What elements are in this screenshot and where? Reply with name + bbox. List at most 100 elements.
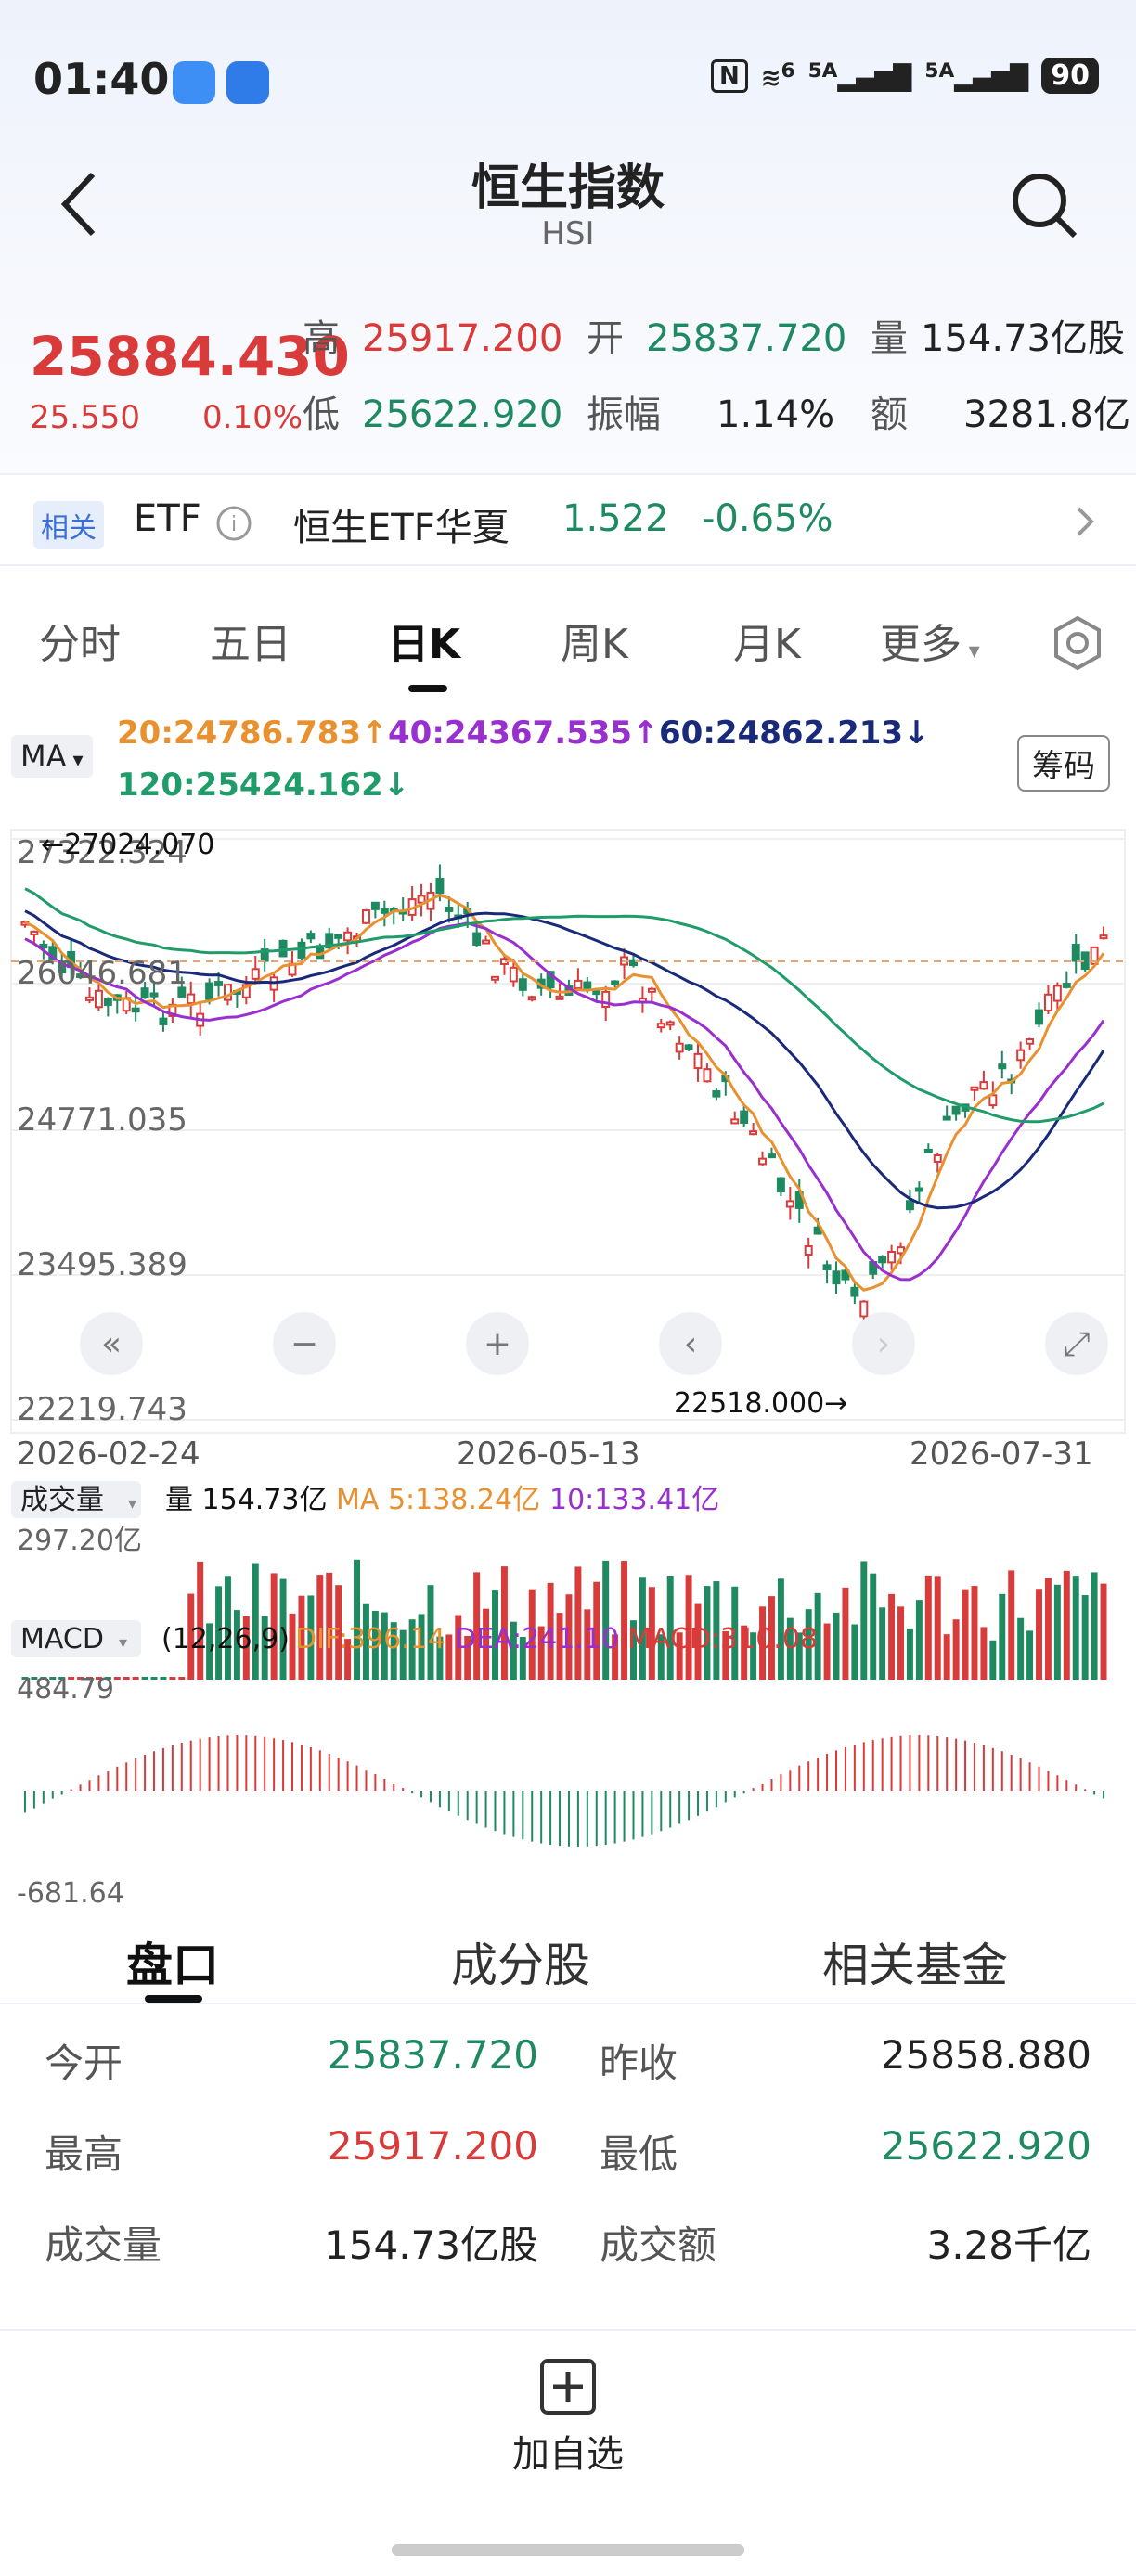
volume-bar	[888, 1593, 896, 1680]
candle	[1071, 944, 1080, 962]
volume-bar	[795, 1632, 803, 1680]
volume-bar	[510, 1621, 517, 1680]
scroll-right-icon[interactable]	[852, 1312, 915, 1375]
candle	[656, 1023, 665, 1029]
volume-bar	[519, 1637, 526, 1680]
tab-weekly-k[interactable]: 周K	[561, 621, 628, 668]
candle	[914, 1187, 923, 1192]
macd-selector[interactable]	[11, 1620, 141, 1657]
candle	[370, 901, 380, 910]
candle	[1052, 985, 1062, 1002]
volume-bar	[58, 1677, 66, 1680]
volume-bar	[86, 1677, 93, 1680]
search-icon[interactable]	[1008, 169, 1082, 243]
tab-more[interactable]: 更多 ▾	[880, 611, 980, 670]
home-indicator[interactable]	[392, 2544, 744, 2556]
macd-selector-label: MACD	[20, 1623, 104, 1655]
chip-distribution-button[interactable]: 筹码	[1017, 735, 1110, 792]
volume-bar	[879, 1607, 886, 1680]
volume-bar	[574, 1566, 582, 1680]
candle	[859, 1300, 869, 1318]
candle	[205, 982, 214, 1000]
page-subtitle: HSI	[541, 215, 595, 252]
volume-label: 量	[871, 317, 908, 360]
candle	[131, 1007, 140, 1013]
volume-bar	[242, 1616, 250, 1680]
related-etf-row[interactable]: 相关 ETF i 恒生ETF华夏 1.522 -0.65%	[0, 473, 1136, 566]
ma-selector[interactable]: MA ▾	[11, 735, 93, 778]
volume-bar	[473, 1572, 481, 1680]
back-arrow-icon[interactable]	[54, 167, 110, 241]
volume-bar	[924, 1575, 932, 1680]
candle	[472, 932, 482, 947]
candle	[785, 1200, 794, 1208]
volume-bar	[860, 1561, 868, 1680]
tab-related-funds[interactable]: 相关基金	[822, 1938, 1008, 1992]
volume-bar	[1008, 1570, 1015, 1680]
kline-chart-area[interactable]: MA ▾ 20:24786.783↑ 40:24367.535↑ 60:2486…	[0, 696, 1136, 1912]
high-label: 高	[303, 317, 340, 360]
volume-bar	[980, 1627, 988, 1680]
tab-intraday[interactable]: 分时	[39, 621, 121, 668]
candle	[767, 1153, 776, 1159]
volume-bar	[1091, 1572, 1098, 1680]
price-change-pct: 0.10%	[202, 399, 303, 436]
etf-price: 1.522	[562, 497, 669, 540]
settings-icon[interactable]	[1049, 614, 1106, 672]
candle	[39, 943, 48, 949]
candle	[1062, 983, 1071, 988]
volume-bar	[870, 1573, 877, 1680]
volume-value: 154.73亿股	[921, 317, 1125, 360]
add-watchlist-label[interactable]: 加自选	[512, 2433, 624, 2476]
tab-order-book[interactable]: 盘口	[126, 1938, 219, 1992]
volume-bar	[685, 1575, 692, 1680]
add-watchlist-icon[interactable]	[540, 2359, 596, 2415]
volume-bar	[704, 1586, 711, 1680]
zoom-out-icon[interactable]	[273, 1312, 336, 1375]
volume-bar	[233, 1610, 240, 1680]
open-row: 开 25837.720	[587, 308, 846, 362]
candle	[730, 1118, 740, 1125]
zoom-in-icon[interactable]	[466, 1312, 529, 1375]
tab-five-day[interactable]: 五日	[210, 621, 291, 668]
volume-bar	[427, 1585, 434, 1680]
candle	[693, 1052, 703, 1070]
candle	[841, 1269, 850, 1281]
volume-bar	[252, 1563, 259, 1680]
y-label: 22219.743	[17, 1391, 187, 1428]
volume-bar	[786, 1617, 794, 1680]
volume-bar	[141, 1677, 148, 1680]
candle	[942, 1115, 951, 1121]
tab-monthly-k[interactable]: 月K	[733, 621, 801, 668]
volume-bar	[344, 1639, 352, 1680]
candle	[140, 987, 149, 999]
scroll-start-icon[interactable]	[80, 1312, 143, 1375]
amount-val: 3.28千亿	[926, 2222, 1091, 2268]
high-value: 25917.200	[362, 317, 563, 360]
volume-bar	[215, 1586, 223, 1680]
scroll-left-icon[interactable]	[659, 1312, 722, 1375]
chart-controls: « − + ‹ › ⤢	[80, 1312, 1108, 1375]
info-icon[interactable]: i	[215, 505, 252, 542]
tab-daily-k[interactable]: 日K	[388, 621, 461, 668]
candle	[518, 978, 527, 991]
low-marker: 22518.000→	[674, 1387, 847, 1420]
candle	[979, 1081, 988, 1090]
volume-bar	[445, 1634, 453, 1680]
last-price: 25884.430	[30, 325, 350, 388]
tab-constituents[interactable]: 成分股	[451, 1938, 590, 1992]
volume-bar	[952, 1619, 960, 1680]
candle	[30, 930, 39, 935]
x-label: 2026-05-13	[457, 1436, 640, 1473]
volume-selector[interactable]	[11, 1481, 141, 1518]
ma-line-2	[24, 909, 1105, 1210]
volume-bar	[989, 1640, 997, 1680]
caret-down-icon: ▾	[128, 1494, 136, 1513]
volume-key: 成交量	[45, 2222, 162, 2268]
high-row: 高 25917.200	[303, 308, 562, 362]
fullscreen-icon[interactable]	[1045, 1312, 1108, 1375]
candle	[970, 1086, 979, 1091]
caret-down-icon: ▾	[66, 749, 84, 772]
candle	[306, 933, 316, 940]
zoom-out-icon-glyph: −	[290, 1325, 318, 1363]
